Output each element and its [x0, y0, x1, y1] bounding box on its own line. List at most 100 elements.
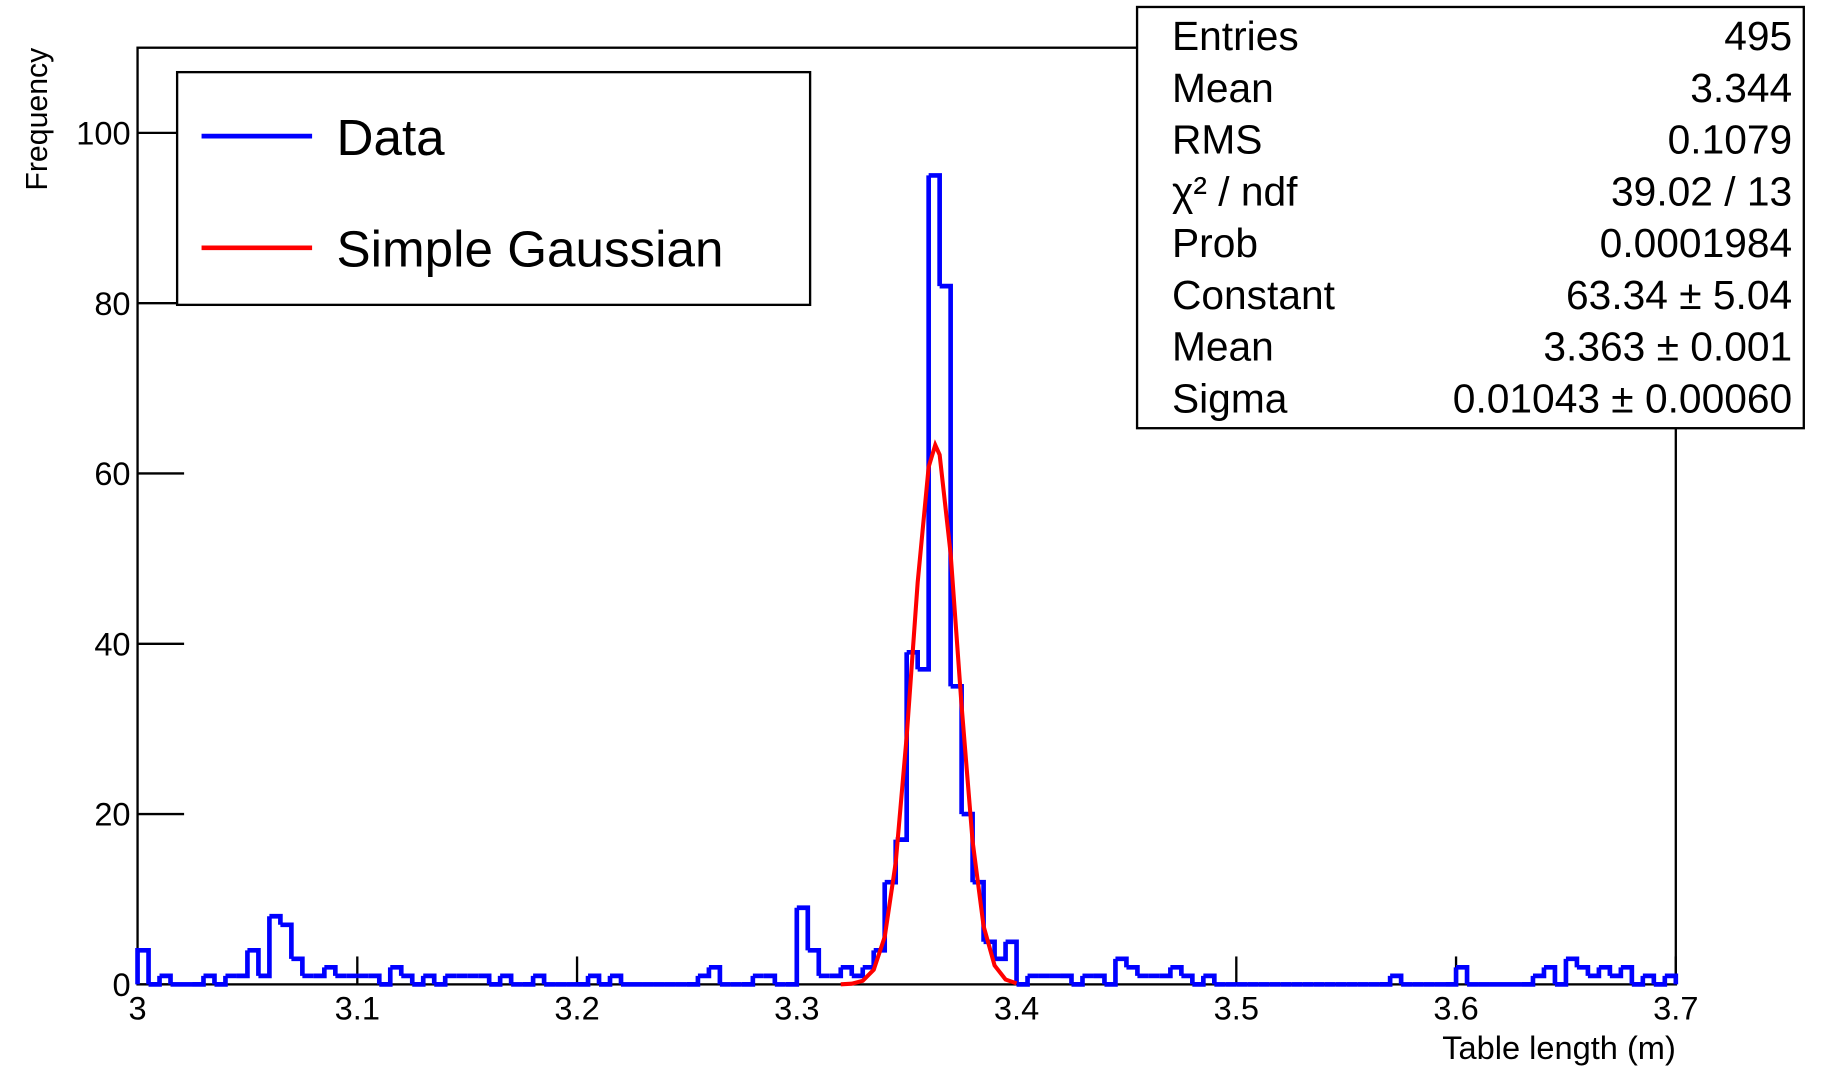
stats-label: Mean — [1172, 65, 1274, 111]
stats-label: Prob — [1172, 220, 1258, 266]
histogram-bin — [280, 922, 294, 959]
histogram-bin — [1653, 975, 1668, 987]
histogram-bin — [390, 965, 404, 976]
histogram-bin — [1532, 967, 1547, 979]
histogram-bin — [1598, 965, 1613, 976]
histogram-bin — [741, 975, 756, 987]
histogram-bin — [1203, 973, 1217, 985]
stats-label: Mean — [1172, 324, 1274, 370]
histogram-bin — [906, 649, 920, 670]
y-tick-label: 60 — [94, 456, 130, 492]
histogram-bin — [1181, 973, 1195, 985]
histogram-bin — [1093, 973, 1107, 985]
histogram-bin — [1071, 975, 1085, 987]
histogram-bin — [697, 967, 712, 979]
x-tick-label: 3.7 — [1653, 990, 1698, 1026]
stats-value: 0.0001984 — [1600, 220, 1792, 266]
histogram-bin — [247, 947, 261, 976]
histogram-bin — [1664, 973, 1679, 985]
histogram-bin — [588, 973, 602, 985]
histogram-bin — [961, 811, 975, 883]
histogram-bin — [807, 947, 822, 976]
y-tick-label: 40 — [94, 626, 130, 662]
histogram-bin — [994, 941, 1008, 962]
x-tick-label: 3.4 — [994, 990, 1039, 1026]
histogram-bin — [1543, 965, 1558, 985]
histogram-bin — [1609, 967, 1624, 979]
histogram-bin — [214, 975, 228, 987]
y-tick-label: 20 — [94, 797, 130, 833]
histogram-bin — [829, 967, 844, 979]
y-tick-label: 80 — [94, 286, 130, 322]
y-tick-label: 100 — [76, 115, 130, 151]
stats-label: RMS — [1172, 117, 1262, 163]
histogram-bin — [599, 975, 613, 987]
histogram-bin — [1170, 965, 1184, 976]
histogram-bin — [489, 975, 503, 987]
plot-frame — [136, 46, 1677, 986]
histogram-bin — [192, 975, 206, 987]
histogram-bin — [423, 973, 437, 985]
stats-value: 3.344 — [1690, 65, 1792, 111]
histogram-bin — [840, 965, 855, 976]
histogram-bin — [1576, 965, 1591, 976]
stats-label: Entries — [1172, 13, 1299, 59]
histogram-bin — [1379, 975, 1393, 987]
histogram-bin — [269, 913, 283, 925]
histogram-bin — [324, 965, 338, 976]
histogram-bin — [785, 907, 800, 987]
x-tick-label: 3.3 — [774, 990, 819, 1026]
histogram-bin — [412, 975, 426, 987]
x-tick-label: 3.1 — [335, 990, 380, 1026]
histogram-bin — [1192, 975, 1206, 987]
stats-value: 3.363 ± 0.001 — [1543, 324, 1792, 370]
histogram-bin — [917, 175, 931, 672]
legend-box — [175, 70, 812, 307]
fit-curve — [840, 439, 1018, 987]
y-axis-label: Frequency — [21, 47, 54, 191]
histogram-bin — [1445, 967, 1459, 987]
histogram-bin — [135, 947, 151, 985]
histogram-bin — [401, 973, 415, 985]
histogram-bin — [1016, 975, 1030, 987]
histogram-bin — [159, 973, 173, 985]
histogram-bin — [1620, 965, 1635, 985]
histogram-bin — [1587, 967, 1602, 979]
stats-value: 0.1079 — [1668, 117, 1793, 163]
histogram-bin — [1565, 956, 1580, 968]
histogram-bin — [1104, 958, 1118, 987]
histogram-bin — [148, 975, 162, 987]
histogram-bin — [1642, 973, 1657, 985]
histogram-bin — [610, 973, 624, 985]
histogram-bin — [1456, 965, 1470, 985]
histogram-bin — [203, 973, 217, 985]
histogram-bin — [368, 973, 382, 985]
x-tick-label: 3.5 — [1214, 990, 1259, 1026]
stats-label: Constant — [1172, 272, 1336, 318]
stats-box — [1135, 5, 1805, 430]
histogram-bin — [291, 956, 305, 976]
histogram-bin — [522, 975, 536, 987]
legend-label: Simple Gaussian — [337, 220, 724, 277]
histogram-bin — [1631, 975, 1646, 987]
histogram-bin — [1005, 939, 1019, 985]
histogram-bin — [313, 967, 327, 979]
stats-label: Sigma — [1172, 375, 1288, 421]
histogram-bin — [434, 975, 448, 987]
x-axis-label: Table length (m) — [1442, 1030, 1676, 1066]
histogram-bin — [1521, 975, 1536, 987]
stats-value: 0.01043 ± 0.00060 — [1453, 375, 1792, 421]
histogram-bin — [1126, 965, 1140, 976]
stats-label: χ² / ndf — [1172, 168, 1298, 214]
histogram-bin — [686, 975, 701, 987]
x-tick-label: 3.2 — [554, 990, 599, 1026]
histogram-bin — [1390, 973, 1404, 985]
histogram-bin — [478, 973, 492, 985]
histogram-bin — [533, 973, 547, 985]
stats-value: 63.34 ± 5.04 — [1566, 272, 1792, 318]
histogram-bin — [708, 965, 723, 985]
histogram-bin — [236, 950, 250, 979]
histogram-bin — [928, 173, 942, 287]
x-tick-label: 3 — [128, 990, 146, 1026]
